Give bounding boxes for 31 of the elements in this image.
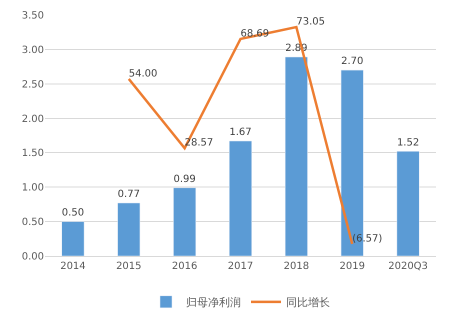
x-tick-label: 2017: [228, 261, 254, 272]
x-tick-label: 2019: [339, 261, 365, 272]
data-label: 0.50: [62, 208, 84, 219]
bar: [117, 202, 140, 256]
x-tick-label: 2014: [60, 261, 86, 272]
x-tick-label: 2015: [116, 261, 142, 272]
x-tick-label: 2016: [172, 261, 198, 272]
x-tick-label: 2020Q3: [388, 261, 428, 272]
y-tick-label: 1.00: [22, 182, 44, 194]
bar: [173, 188, 196, 256]
x-tick-label: 2018: [284, 261, 310, 272]
y-tick-label: 3.00: [22, 44, 44, 56]
y-tick-label: 2.00: [22, 114, 44, 125]
data-label: 0.99: [174, 174, 196, 185]
y-tick-label: 3.50: [22, 10, 44, 22]
legend-label: 归母净利润: [186, 296, 241, 310]
bar: [396, 151, 420, 256]
y-tick-label: 1.50: [22, 148, 44, 160]
data-label: 73.05: [296, 16, 325, 28]
data-label: 0.77: [118, 188, 140, 200]
bar: [62, 221, 84, 256]
y-tick-label: 0.00: [22, 252, 44, 262]
bar: [229, 140, 252, 256]
data-label: 2.70: [341, 56, 364, 68]
legend-label: 同比增长: [286, 296, 330, 310]
bar: [284, 56, 308, 256]
y-tick-label: 2.50: [22, 79, 44, 90]
y-tick-label: 0.50: [22, 217, 44, 228]
data-label: 54.00: [128, 68, 158, 80]
data-label: 1.67: [229, 127, 252, 138]
data-label: 1.52: [396, 137, 420, 148]
